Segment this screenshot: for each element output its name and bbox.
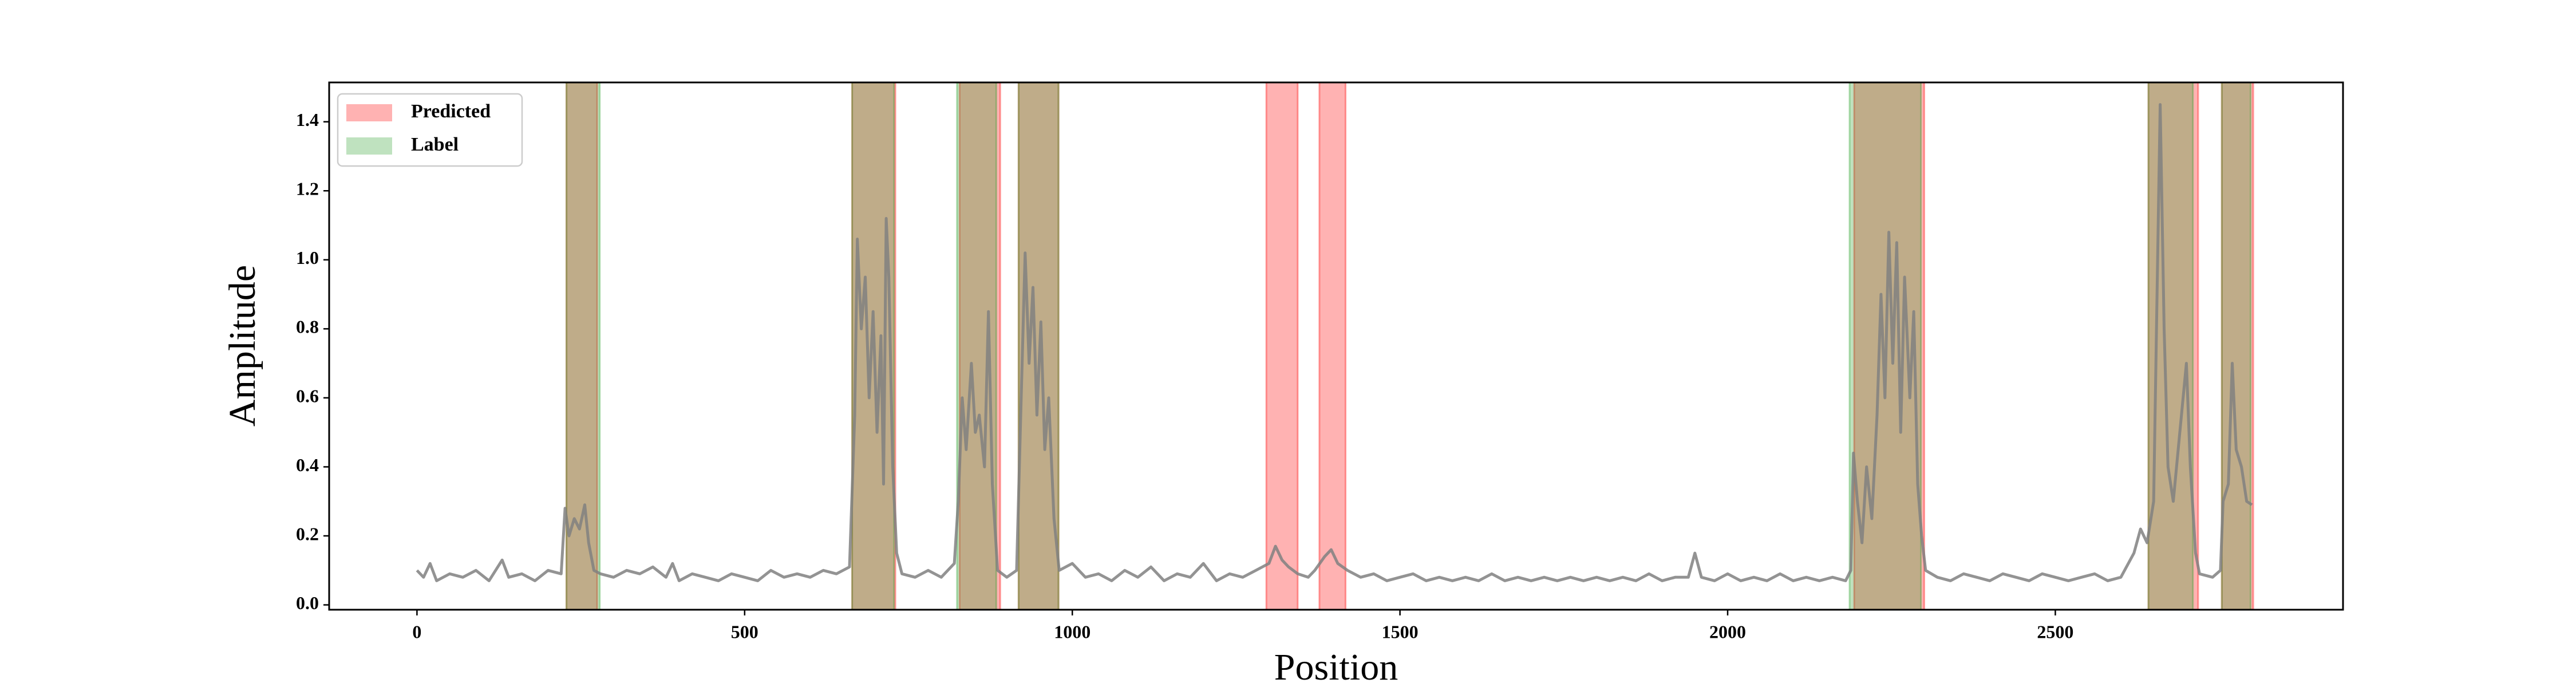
legend-box <box>337 93 523 167</box>
signal-line <box>416 103 2253 582</box>
x-tick-label: 2000 <box>1709 621 1746 642</box>
span <box>1265 82 1299 610</box>
y-tick-label: 0.8 <box>296 317 319 337</box>
x-tick-label: 1000 <box>1054 621 1091 642</box>
y-tick-label: 1.4 <box>296 109 319 130</box>
y-tick-label: 0.6 <box>296 385 319 406</box>
x-tick-label: 2500 <box>2037 621 2073 642</box>
y-tick-label: 0.4 <box>296 455 319 475</box>
y-tick-label: 0.0 <box>296 593 319 613</box>
x-axis-label: Position <box>1274 646 1398 687</box>
legend-swatch <box>346 104 392 121</box>
y-tick-label: 1.2 <box>296 179 319 199</box>
axes-frame <box>328 81 2344 611</box>
legend-label: Predicted <box>411 101 491 122</box>
y-tick-label: 0.2 <box>296 523 319 544</box>
legend-swatch <box>346 137 392 155</box>
span <box>2221 82 2254 610</box>
x-tick-label: 1500 <box>1382 621 1419 642</box>
y-tick-label: 1.0 <box>296 247 319 268</box>
x-tick-label: 0 <box>412 621 421 642</box>
span <box>2221 82 2252 610</box>
span <box>1853 82 1925 610</box>
plot-area <box>416 82 2254 610</box>
x-tick-label: 500 <box>731 621 758 642</box>
y-axis-label: Amplitude <box>222 265 263 427</box>
legend-label: Label <box>411 134 459 155</box>
span <box>1318 82 1347 610</box>
